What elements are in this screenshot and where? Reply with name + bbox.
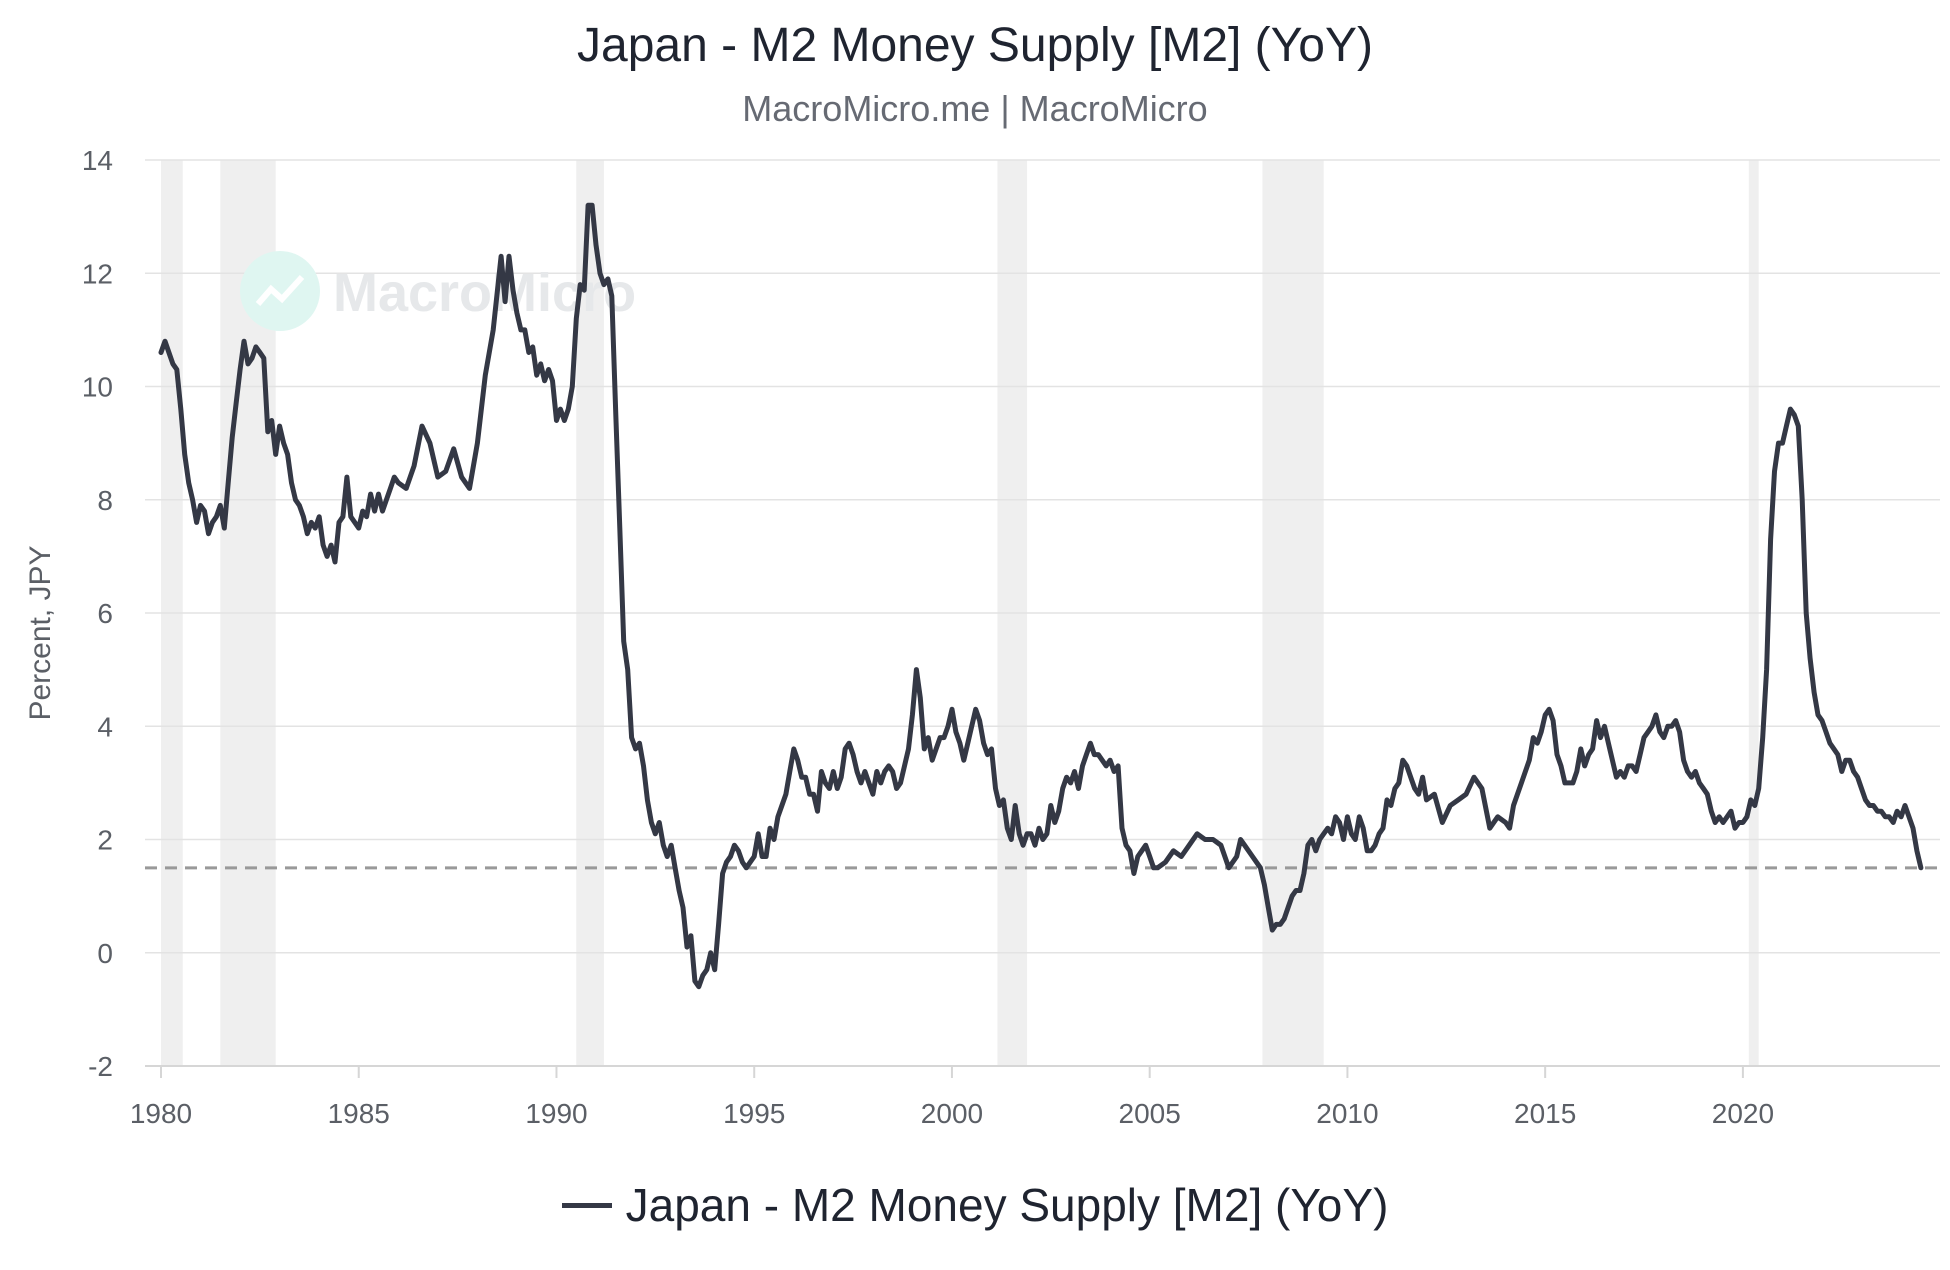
x-tick-label: 2000 <box>921 1098 983 1129</box>
y-tick-label: -2 <box>88 1051 113 1082</box>
y-tick-label: 8 <box>97 485 113 516</box>
chart-subtitle: MacroMicro.me | MacroMicro <box>742 88 1208 129</box>
x-tick-label: 1980 <box>130 1098 192 1129</box>
y-tick-label: 2 <box>97 825 113 856</box>
y-tick-label: 0 <box>97 938 113 969</box>
x-tick-label: 1985 <box>328 1098 390 1129</box>
y-tick-label: 14 <box>82 145 113 176</box>
watermark-logo-mark <box>255 274 305 306</box>
y-axis-label: Percent, JPY <box>24 545 57 720</box>
y-tick-label: 6 <box>97 598 113 629</box>
legend-label[interactable]: Japan - M2 Money Supply [M2] (YoY) <box>625 1179 1389 1231</box>
watermark-text: MacroMicro <box>333 263 636 323</box>
legend-swatch <box>561 1202 612 1208</box>
x-tick-label: 2010 <box>1316 1098 1378 1129</box>
legend[interactable]: Japan - M2 Money Supply [M2] (YoY) <box>0 1178 1950 1232</box>
y-tick-label: 4 <box>97 711 113 742</box>
y-tick-label: 12 <box>82 258 113 289</box>
y-tick-label: 10 <box>82 372 113 403</box>
x-tick-label: 1990 <box>525 1098 587 1129</box>
x-tick-label: 2015 <box>1514 1098 1576 1129</box>
x-tick-label: 2005 <box>1119 1098 1181 1129</box>
x-tick-label: 2020 <box>1712 1098 1774 1129</box>
x-axis-ticks: 1980 1985 1990 1995 2000 2005 2010 2015 2020 <box>130 1066 1774 1129</box>
chart-title: Japan - M2 Money Supply [M2] (YoY) <box>577 19 1373 72</box>
watermark-logo-icon <box>240 251 320 331</box>
series-line <box>158 202 1924 990</box>
x-tick-label: 1995 <box>723 1098 785 1129</box>
y-axis-ticks: -2 0 2 4 6 8 10 12 14 <box>82 145 113 1082</box>
